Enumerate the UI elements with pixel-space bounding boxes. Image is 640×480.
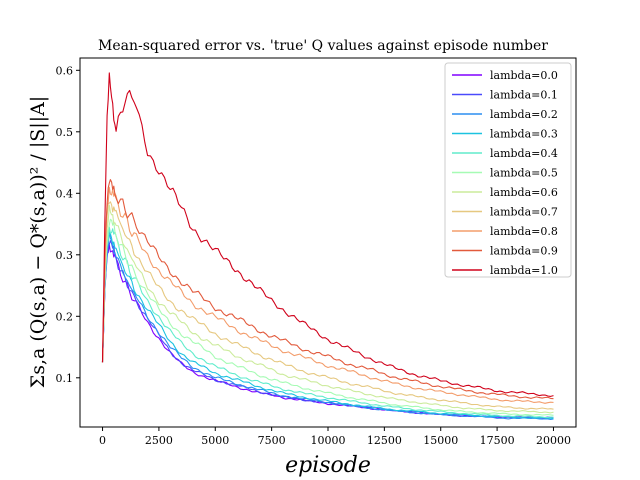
series-line-lambda-0-6 [101, 204, 554, 414]
x-tick-label: 7500 [258, 434, 286, 447]
x-tick-label: 2500 [145, 434, 173, 447]
legend-entry: lambda=0.8 [490, 225, 558, 238]
legend-entry: lambda=0.6 [490, 186, 558, 199]
y-axis-label: Σs,a (Q(s,a) − Q*(s,a))² / |S||A| [27, 96, 49, 388]
x-tick-label: 15000 [423, 434, 458, 447]
series-line-lambda-0-4 [101, 226, 554, 419]
legend-entry: lambda=0.4 [490, 147, 558, 160]
x-tick-label: 12500 [367, 434, 402, 447]
x-tick-label: 20000 [536, 434, 571, 447]
chart-title: Mean-squared error vs. 'true' Q values a… [98, 38, 548, 54]
x-tick-label: 5000 [201, 434, 229, 447]
series-line-lambda-0-3 [101, 233, 554, 419]
series-line-lambda-0-7 [101, 201, 554, 410]
x-axis-ticks: 0 2500 5000 7500 10000 12500 15000 17500 20000 [99, 427, 571, 447]
legend: lambda=0.0 lambda=0.1 lambda=0.2 lambda=0.3… [444, 62, 572, 278]
legend-entry: lambda=0.3 [490, 128, 558, 141]
plot-lines [101, 72, 554, 420]
legend-entry: lambda=1.0 [490, 264, 558, 277]
series-line-lambda-0-8 [101, 186, 554, 404]
x-tick-label: 0 [99, 434, 106, 447]
y-tick-label: 0.4 [56, 187, 74, 200]
x-axis-label: episode [285, 453, 371, 478]
legend-box [444, 62, 572, 278]
series-line-lambda-0-2 [101, 230, 554, 420]
legend-entry: lambda=0.0 [490, 69, 558, 82]
legend-entry: lambda=0.5 [490, 167, 558, 180]
y-tick-label: 0.6 [56, 64, 74, 77]
x-tick-label: 10000 [311, 434, 346, 447]
y-axis-label-text: Σs,a (Q(s,a) − Q*(s,a))² / |S||A| [27, 96, 49, 388]
y-tick-label: 0.1 [56, 372, 74, 385]
series-line-lambda-0-5 [101, 218, 554, 416]
legend-entry: lambda=0.9 [490, 245, 558, 258]
y-tick-label: 0.5 [56, 126, 74, 139]
series-line-lambda-1-0 [101, 72, 554, 397]
legend-entry: lambda=0.2 [490, 108, 558, 121]
y-axis-ticks: 0.1 0.2 0.3 0.4 0.5 0.6 [56, 64, 80, 385]
y-tick-label: 0.2 [56, 310, 74, 323]
series-line-lambda-0-9 [101, 179, 554, 400]
y-tick-label: 0.3 [56, 249, 74, 262]
legend-entry: lambda=0.1 [490, 89, 558, 102]
x-tick-label: 17500 [480, 434, 515, 447]
legend-entry: lambda=0.7 [490, 206, 558, 219]
